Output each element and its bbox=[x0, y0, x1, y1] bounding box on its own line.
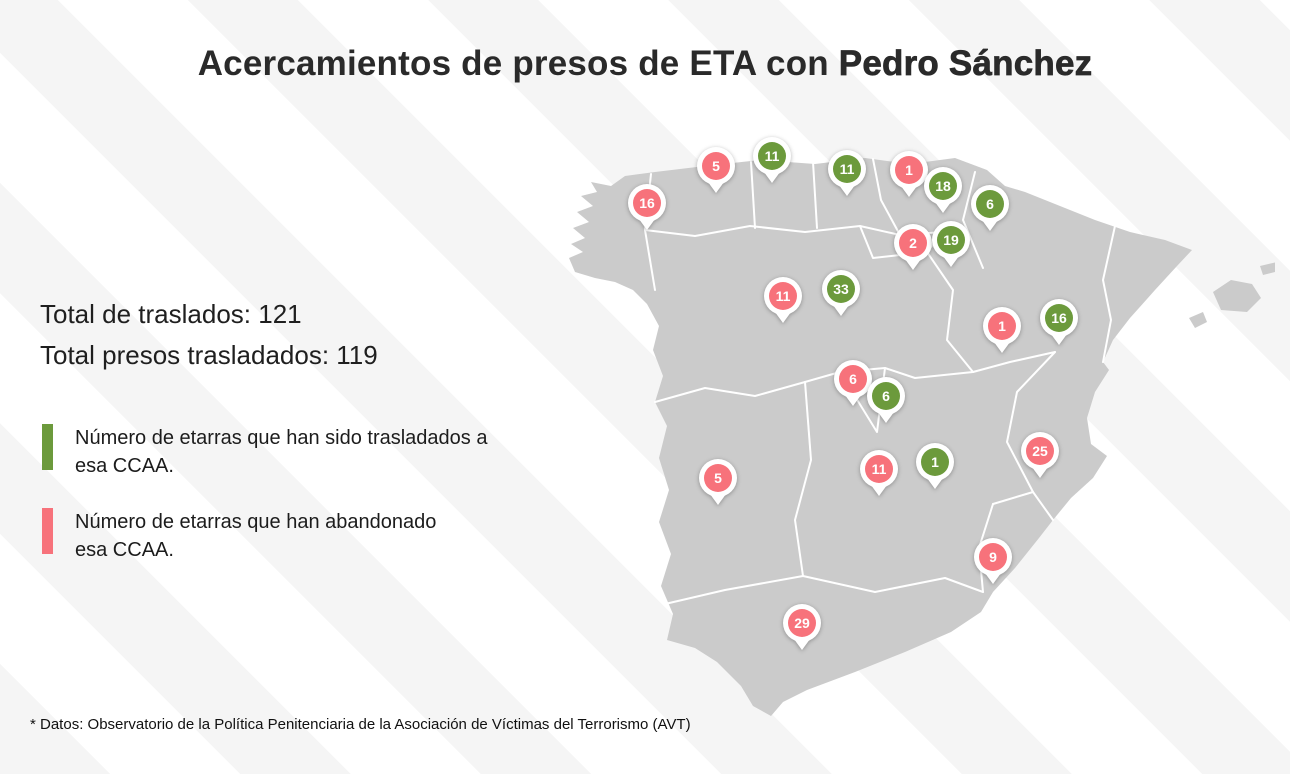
page-title: Acercamientos de presos de ETA con Pedro… bbox=[0, 44, 1290, 84]
legend-item-trasladados: Número de etarras que han sido trasladad… bbox=[42, 424, 487, 480]
mallorca-shape bbox=[1213, 280, 1261, 312]
total-presos-text: Total presos trasladados: 119 bbox=[40, 340, 378, 370]
total-traslados-text: Total de traslados: 121 bbox=[40, 299, 302, 329]
legend-red-swatch bbox=[42, 508, 53, 554]
title-prefix: Acercamientos de presos de ETA con bbox=[197, 44, 829, 83]
legend-green-label: Número de etarras que han sido trasladad… bbox=[75, 427, 488, 477]
legend-red-label: Número de etarras que han abandonado esa… bbox=[75, 511, 437, 561]
ibiza-shape bbox=[1189, 312, 1207, 328]
spain-map bbox=[569, 158, 1275, 716]
legend-item-abandonado: Número de etarras que han abandonado esa… bbox=[42, 508, 436, 564]
legend-green-swatch bbox=[42, 424, 53, 470]
spain-mainland-shape bbox=[569, 158, 1192, 716]
title-highlight: Pedro Sánchez bbox=[838, 44, 1093, 84]
menorca-shape bbox=[1260, 262, 1275, 275]
source-footnote: * Datos: Observatorio de la Política Pen… bbox=[30, 716, 691, 733]
totals-block: Total de traslados: 121 Total presos tra… bbox=[40, 294, 378, 376]
